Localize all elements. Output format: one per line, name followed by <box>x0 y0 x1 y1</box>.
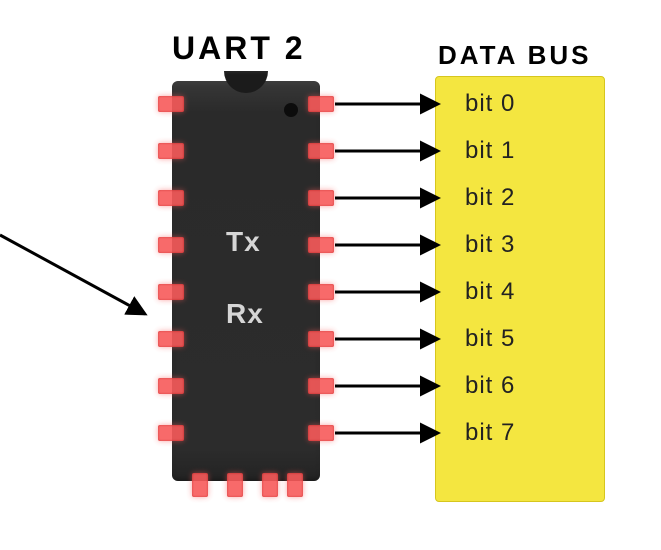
pin-left-4 <box>158 284 184 300</box>
rx-label: Rx <box>226 298 264 330</box>
bit-label-2: bit 2 <box>465 184 515 212</box>
pin-right-1 <box>308 143 334 159</box>
pin-left-6 <box>158 378 184 394</box>
bottom-pin-1 <box>227 473 243 497</box>
chip-dot <box>284 103 298 117</box>
chip-notch <box>224 71 268 93</box>
pin-left-0 <box>158 96 184 112</box>
bit-label-1: bit 1 <box>465 137 515 165</box>
chip-title: UART 2 <box>172 30 306 67</box>
pin-left-1 <box>158 143 184 159</box>
bit-label-7: bit 7 <box>465 419 515 447</box>
pin-right-5 <box>308 331 334 347</box>
bit-label-5: bit 5 <box>465 325 515 353</box>
pin-right-3 <box>308 237 334 253</box>
pin-left-7 <box>158 425 184 441</box>
pin-left-3 <box>158 237 184 253</box>
bit-label-6: bit 6 <box>465 372 515 400</box>
rx-arrow <box>0 235 145 314</box>
bottom-pin-2 <box>262 473 278 497</box>
pin-right-7 <box>308 425 334 441</box>
pin-right-4 <box>308 284 334 300</box>
pin-right-0 <box>308 96 334 112</box>
bit-label-3: bit 3 <box>465 231 515 259</box>
bottom-pin-3 <box>287 473 303 497</box>
pin-left-2 <box>158 190 184 206</box>
pin-left-5 <box>158 331 184 347</box>
bottom-pin-0 <box>192 473 208 497</box>
tx-label: Tx <box>226 226 261 258</box>
data-bus-box <box>435 76 605 502</box>
databus-title: DATA BUS <box>438 40 592 71</box>
bit-label-0: bit 0 <box>465 90 515 118</box>
pin-right-2 <box>308 190 334 206</box>
chip-body: Tx Rx <box>172 81 320 481</box>
bit-label-4: bit 4 <box>465 278 515 306</box>
pin-right-6 <box>308 378 334 394</box>
